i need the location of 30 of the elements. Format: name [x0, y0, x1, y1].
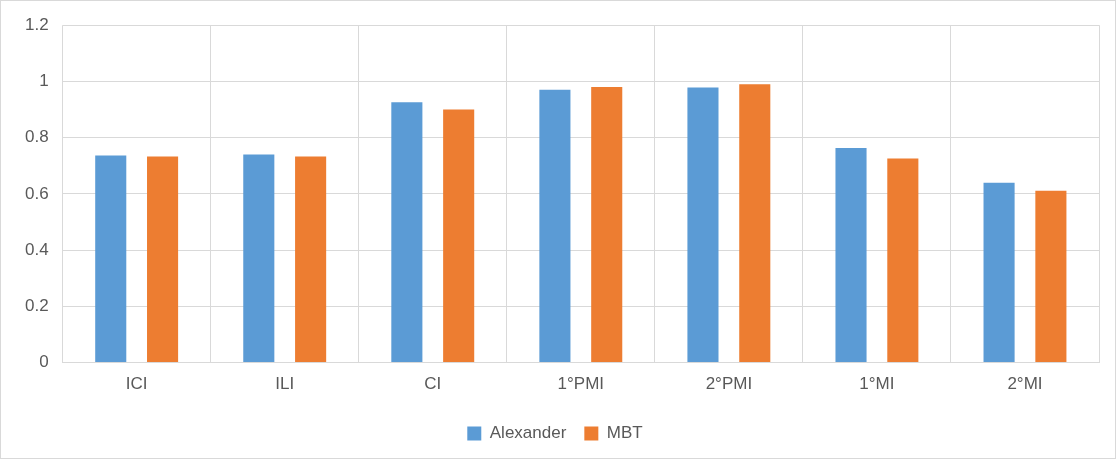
y-tick-label: 1 [39, 71, 49, 91]
x-tick-label: ICI [125, 374, 148, 394]
bar [1035, 190, 1067, 363]
bar [147, 156, 179, 363]
bar [835, 148, 867, 363]
y-tick-label: 0.8 [24, 127, 49, 147]
legend-label: Alexander [489, 423, 567, 443]
bar [539, 89, 571, 363]
bar [443, 109, 475, 363]
y-tick-label: 0.6 [24, 183, 49, 203]
x-tick-label: 2°MI [1007, 374, 1043, 394]
bar [739, 84, 771, 363]
bar [983, 182, 1015, 363]
bar [391, 102, 423, 363]
bar [243, 154, 275, 363]
x-tick-label: 1°MI [859, 374, 895, 394]
legend-label: MBT [606, 423, 643, 443]
y-tick-label: 0.4 [24, 239, 49, 259]
y-tick-label: 1.2 [24, 14, 49, 34]
bar [295, 156, 327, 363]
x-tick-label: 1°PMI [557, 374, 605, 394]
x-tick-label: 2°PMI [705, 374, 753, 394]
bar [887, 158, 919, 363]
bar [591, 87, 623, 363]
x-tick-label: CI [424, 374, 442, 394]
bar [95, 155, 127, 363]
bar [687, 87, 719, 363]
x-tick-label: ILI [275, 374, 295, 394]
y-tick-label: 0 [39, 352, 49, 372]
y-tick-label: 0.2 [24, 296, 49, 316]
